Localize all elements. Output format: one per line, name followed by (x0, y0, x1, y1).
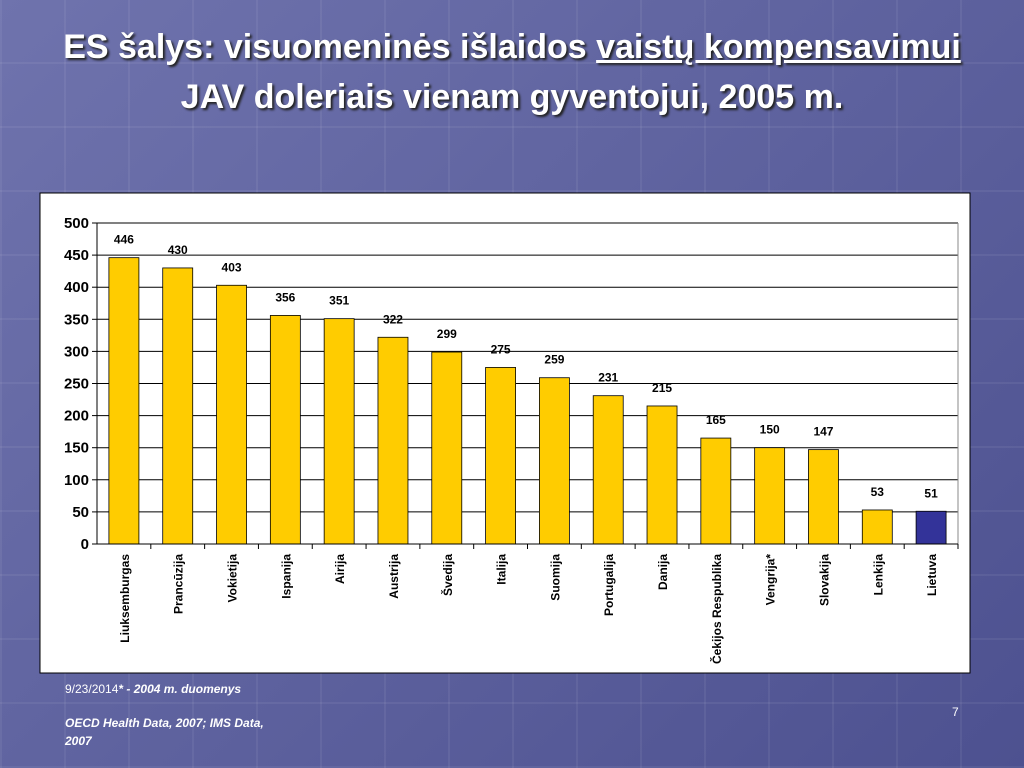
x-tick-label: Čekijos Respublika (709, 554, 724, 664)
x-tick-label: Austrija (387, 554, 401, 599)
bar (485, 367, 516, 545)
value-label: 299 (437, 327, 457, 341)
x-tick-label: Suomija (548, 554, 562, 601)
y-tick-label: 150 (64, 440, 89, 457)
value-label: 430 (168, 243, 188, 257)
bar (216, 284, 247, 545)
value-label: 356 (275, 290, 295, 304)
x-tick-label: Portugalija (602, 554, 616, 616)
y-tick-label: 350 (64, 311, 89, 328)
bar (592, 395, 624, 545)
title-part: JAV doleriais vienam gyventojui, 2005 m. (180, 78, 844, 116)
x-tick-label: Švedija (440, 554, 455, 596)
y-tick-label: 400 (64, 279, 89, 296)
note: * - 2004 m. duomenys (118, 682, 242, 696)
bar (269, 315, 301, 545)
chart-title: ES šalys: visuomeninės išlaidos vaistų k… (60, 22, 964, 122)
y-tick-label: 100 (64, 472, 89, 489)
footer-line: 9/23/2014* - 2004 m. duomenys (65, 682, 241, 696)
x-tick-label: Italija (495, 554, 509, 585)
y-tick-label: 500 (64, 215, 89, 232)
x-tick-label: Lietuva (925, 554, 939, 596)
y-tick-label: 0 (81, 536, 89, 553)
value-label: 403 (222, 260, 242, 274)
value-label: 150 (760, 423, 780, 437)
bar (377, 336, 409, 545)
y-tick-label: 450 (64, 247, 89, 264)
value-label: 53 (871, 485, 885, 499)
value-label: 259 (544, 353, 564, 367)
value-label: 165 (706, 413, 726, 427)
value-label: 322 (383, 312, 403, 326)
value-label: 231 (598, 371, 618, 385)
y-tick-label: 300 (64, 343, 89, 360)
bar (431, 351, 463, 545)
x-tick-label: Airija (333, 554, 347, 584)
x-tick-label: Prancūzija (172, 554, 186, 614)
bar (700, 437, 732, 545)
date: 9/23/2014 (65, 682, 119, 696)
value-label: 51 (924, 486, 938, 500)
x-tick-label: Liuksemburgas (118, 554, 132, 643)
bar (323, 318, 355, 545)
bar (162, 267, 194, 545)
x-tick-label: Ispanija (279, 554, 293, 599)
title-part: vaistų kompensavimui (596, 28, 961, 66)
page-number: 7 (952, 705, 959, 719)
x-tick-label: Lenkija (871, 554, 885, 596)
bar (754, 447, 786, 545)
value-label: 147 (813, 425, 833, 439)
value-label: 446 (114, 233, 134, 247)
x-tick-label: Vengrija* (764, 554, 778, 606)
bar (539, 377, 570, 545)
title-part: ES šalys: visuomeninės išlaidos (63, 28, 597, 66)
y-tick-label: 250 (64, 376, 89, 393)
value-label: 351 (329, 294, 349, 308)
source: OECD Health Data, 2007; IMS Data, 2007 (65, 716, 264, 748)
y-tick-label: 200 (64, 408, 89, 425)
value-label: 275 (491, 342, 511, 356)
value-label: 215 (652, 381, 672, 395)
y-tick-label: 50 (72, 504, 89, 521)
bar (915, 510, 947, 545)
x-tick-label: Slovakija (817, 554, 831, 606)
bar (108, 257, 140, 545)
bar (861, 509, 893, 545)
bar (646, 405, 678, 545)
bar (808, 449, 839, 545)
x-tick-label: Danija (656, 554, 670, 590)
x-tick-label: Vokietija (226, 554, 240, 603)
chart-frame (39, 192, 971, 674)
